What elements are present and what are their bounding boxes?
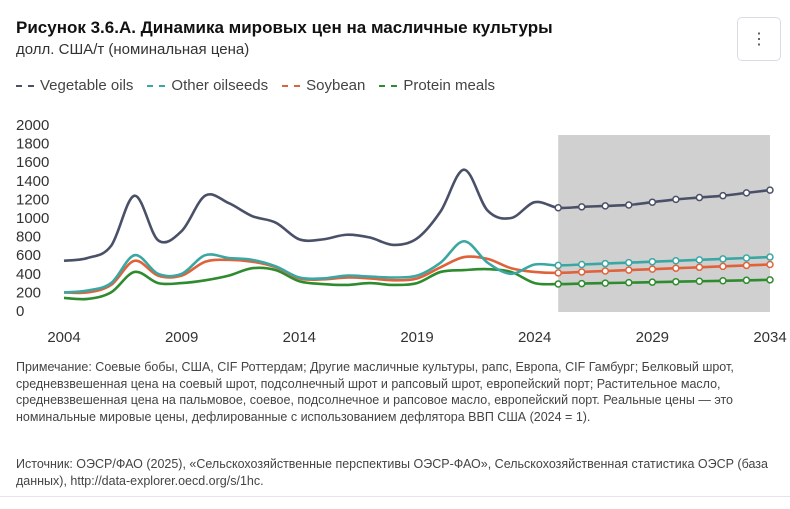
data-point-protein-meals [719,277,727,285]
x-tick-label: 2004 [47,329,80,346]
legend-item: Vegetable oils [16,77,133,94]
y-tick-label: 1600 [16,154,49,171]
data-point-soybean [742,261,751,270]
data-point-protein-meals [695,277,704,285]
chart-legend: Vegetable oils Other oilseeds Soybean Prote… [16,77,495,94]
y-tick-label: 800 [16,229,41,246]
data-point-soybean [766,260,774,269]
y-tick-label: 400 [16,266,41,283]
legend-swatch [379,84,398,87]
data-point-soybean [554,269,562,277]
data-point-vegetable-oils [672,195,680,204]
legend-label: Vegetable oils [40,77,134,94]
legend-label: Other oilseeds [171,77,269,94]
data-point-other-oilseeds [577,260,586,269]
legend-item: Other oilseeds [147,77,268,94]
legend-swatch [16,84,34,87]
data-point-vegetable-oils [554,204,562,212]
legend-label: Soybean [306,77,366,94]
y-tick-label: 1400 [16,173,49,190]
data-point-other-oilseeds [648,257,657,266]
data-point-other-oilseeds [719,255,727,263]
data-point-other-oilseeds [695,256,704,264]
x-tick-label: 2034 [753,329,786,346]
y-tick-label: 1000 [16,210,49,227]
x-tick-label: 2014 [283,329,316,346]
data-point-vegetable-oils [601,202,610,210]
menu-button[interactable]: ⋮ [737,17,781,61]
data-point-other-oilseeds [601,259,610,268]
data-point-vegetable-oils [695,193,704,202]
chart-title: Рисунок 3.6.А. Динамика мировых цен на м… [16,18,553,37]
chart-note: Примечание: Соевые бобы, США, CIF Роттер… [16,360,734,424]
projection-shading [558,135,770,312]
legend-label: Protein meals [403,77,496,94]
data-point-protein-meals [672,277,680,286]
data-point-soybean [601,267,610,275]
chart-subtitle: долл. США/т (номинальная цена) [16,41,250,58]
data-point-other-oilseeds [766,253,774,261]
data-point-vegetable-oils [648,198,657,206]
divider [0,496,790,497]
y-tick-label: 2000 [16,117,49,134]
legend-item: Protein meals [379,77,495,94]
data-point-protein-meals [625,278,633,287]
data-point-protein-meals [742,276,751,285]
legend-swatch [282,84,301,87]
data-point-soybean [648,265,657,273]
x-tick-label: 2029 [636,329,669,346]
data-point-soybean [695,263,704,272]
data-point-soybean [672,264,680,272]
data-point-protein-meals [577,279,586,288]
data-point-soybean [625,266,633,274]
data-point-other-oilseeds [625,258,633,267]
data-point-soybean [577,268,586,276]
data-point-vegetable-oils [577,203,586,211]
y-tick-label: 1200 [16,191,49,208]
data-point-protein-meals [554,280,562,288]
more-vertical-icon: ⋮ [751,31,767,48]
x-tick-label: 2019 [400,329,433,346]
y-tick-label: 1800 [16,136,49,153]
data-point-vegetable-oils [742,189,751,197]
data-point-protein-meals [766,276,774,284]
chart-source: Источник: ОЭСР/ФАО (2025), «Сельскохозяй… [16,457,768,488]
y-tick-label: 200 [16,284,41,301]
data-point-vegetable-oils [719,191,727,200]
data-point-other-oilseeds [672,257,680,265]
data-point-protein-meals [648,278,657,286]
data-point-other-oilseeds [554,261,562,270]
x-tick-label: 2009 [165,329,198,346]
x-tick-label: 2024 [518,329,551,346]
data-point-vegetable-oils [625,201,633,209]
data-point-other-oilseeds [742,254,751,262]
legend-item: Soybean [282,77,365,94]
data-point-soybean [719,262,727,271]
y-tick-label: 600 [16,247,41,264]
data-point-protein-meals [601,279,610,287]
data-point-vegetable-oils [766,186,774,194]
y-tick-label: 0 [16,303,24,320]
legend-swatch [147,84,166,87]
